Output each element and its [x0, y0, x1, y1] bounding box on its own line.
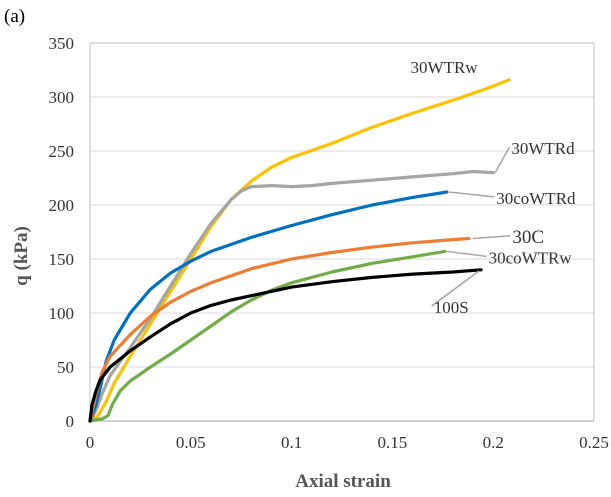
x-tick-label: 0.1: [281, 433, 302, 452]
y-tick-labels: 0 50 100 150 200 250 300 350: [49, 34, 75, 431]
label-leader-lines: [431, 146, 511, 307]
series-label-30C: 30C: [512, 227, 544, 248]
series-line-30coWTRd: [88, 190, 449, 423]
y-tick-label: 50: [57, 358, 74, 377]
x-tick-labels: 0 0.05 0.1 0.15 0.2 0.25: [86, 433, 609, 452]
series-label-30WTRw: 30WTRw: [411, 58, 479, 77]
series-label-30coWTRw: 30coWTRw: [489, 248, 573, 267]
y-tick-label: 150: [49, 250, 75, 269]
series-line-30WTRd: [88, 169, 495, 423]
series-line-100S: [88, 268, 483, 423]
y-tick-label: 250: [49, 142, 75, 161]
leader-line-100S: [431, 270, 480, 307]
series-line-30WTRw: [88, 78, 511, 423]
x-tick-label: 0.25: [579, 433, 609, 452]
leader-line-30C: [472, 235, 511, 240]
y-axis-label: q (kPa): [11, 226, 32, 286]
y-tick-label: 0: [66, 412, 75, 431]
series-line-30C: [88, 236, 471, 423]
series-label-30coWTRd: 30coWTRd: [496, 189, 576, 208]
series-line-30coWTRw: [88, 249, 447, 423]
axes: [89, 42, 595, 422]
y-tick-label: 200: [49, 196, 75, 215]
panel-label: (a): [4, 6, 25, 27]
x-tick-label: 0: [86, 433, 95, 452]
y-tick-label: 350: [49, 34, 75, 53]
leader-line-30WTRd: [494, 146, 510, 173]
leader-line-30coWTRw: [446, 250, 487, 258]
y-tick-label: 300: [49, 88, 75, 107]
series-lines: [88, 78, 511, 423]
x-tick-label: 0.15: [378, 433, 408, 452]
leader-line-30coWTRd: [448, 191, 495, 198]
series-label-30WTRd: 30WTRd: [511, 139, 575, 158]
series-label-100S: 100S: [434, 298, 469, 317]
x-axis-label: Axial strain: [295, 471, 391, 492]
x-tick-label: 0.2: [483, 433, 504, 452]
y-tick-label: 100: [49, 304, 75, 323]
x-tick-label: 0.05: [176, 433, 206, 452]
